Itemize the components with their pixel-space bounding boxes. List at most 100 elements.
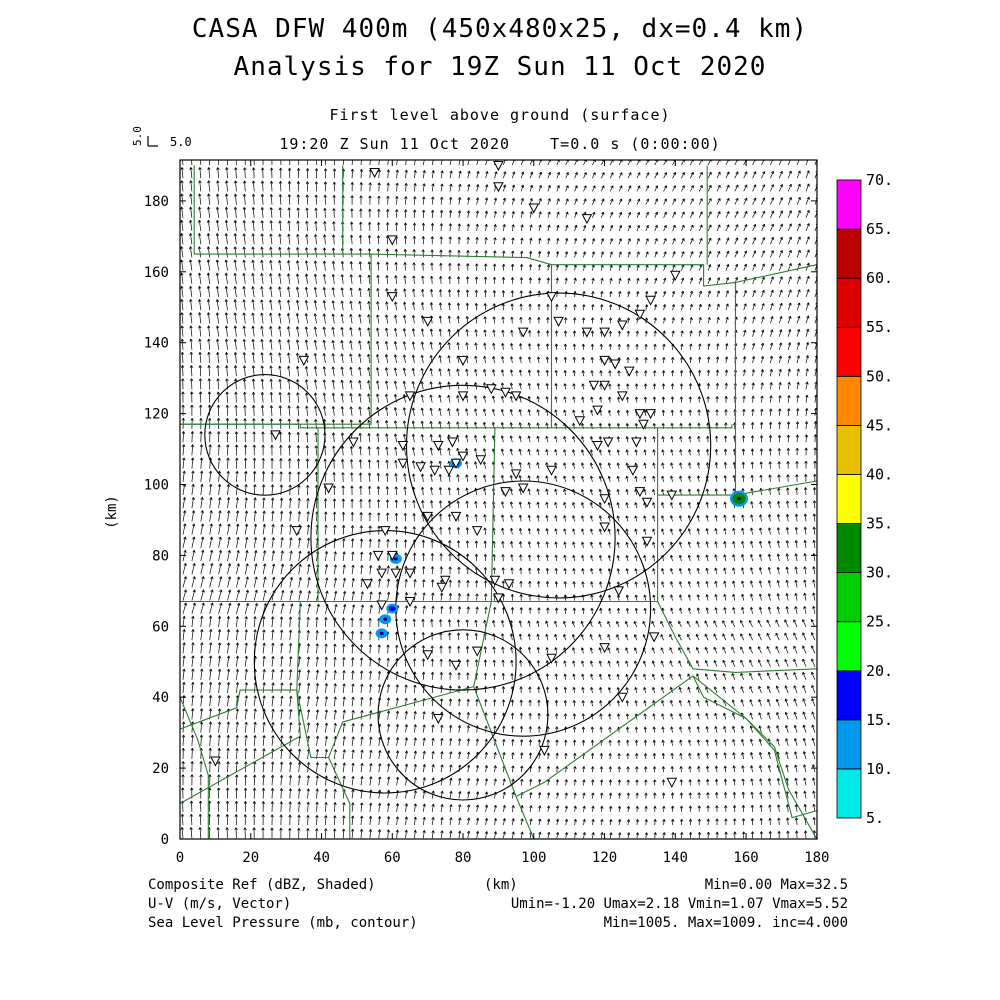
station-51 <box>627 465 639 476</box>
county-line-13 <box>296 601 492 759</box>
station-41 <box>638 419 649 430</box>
y-axis: 0 20 40 60 80 100 120 140 160 180 <box>144 194 817 848</box>
colorbar-label-10: 55. <box>866 318 893 336</box>
y-tick-label-40: 40 <box>152 690 169 706</box>
station-44 <box>457 451 469 462</box>
station-90 <box>666 777 678 788</box>
station-69 <box>390 568 402 579</box>
y-tick-label-140: 140 <box>144 336 169 352</box>
colorbar-swatch-1 <box>836 719 862 770</box>
county-line-11 <box>657 601 817 673</box>
station-24 <box>485 384 497 395</box>
station-20 <box>609 359 621 370</box>
county-line-16 <box>328 757 351 839</box>
station-89 <box>539 745 550 756</box>
colorbar-label-3: 20. <box>866 662 893 680</box>
station-56 <box>634 487 646 498</box>
county-line-17 <box>515 796 535 839</box>
station-25 <box>500 387 511 398</box>
station-22 <box>588 380 600 391</box>
x-tick-label-180: 180 <box>804 850 829 866</box>
station-59 <box>641 497 653 508</box>
colorbar-label-12: 65. <box>866 220 893 238</box>
echo-center-1 <box>737 497 742 501</box>
y-tick-label-100: 100 <box>144 478 169 494</box>
station-61 <box>450 511 462 522</box>
station-68 <box>372 550 384 561</box>
main-title: CASA DFW 400m (450x480x25, dx=0.4 km) <box>191 14 809 44</box>
station-74 <box>503 579 515 590</box>
station-67 <box>386 550 398 561</box>
colorbar-label-8: 45. <box>866 416 893 434</box>
station-39 <box>602 437 614 448</box>
echo-center-3 <box>393 557 398 561</box>
county-line-14 <box>180 690 301 804</box>
x-tick-label-140: 140 <box>663 850 688 866</box>
station-8 <box>546 292 557 303</box>
stats-vectors: Umin=-1.20 Umax=2.18 Vmin=1.07 Vmax=5.52 <box>510 896 848 912</box>
analysis-time-title: Analysis for 19Z Sun 11 Oct 2020 <box>233 52 767 82</box>
colorbar-label-6: 35. <box>866 515 893 533</box>
station-60 <box>422 511 434 522</box>
x-axis-label: (km) <box>484 877 518 893</box>
colorbar-label-0: 5. <box>866 809 884 827</box>
ref-vector-vertical-label: 5.0 <box>131 126 144 146</box>
echo-2 <box>386 603 399 614</box>
contour-ring-0 <box>204 374 326 496</box>
station-1 <box>493 161 504 172</box>
county-line-15 <box>473 675 817 819</box>
station-80 <box>404 597 416 608</box>
station-19 <box>599 355 610 366</box>
station-29 <box>574 416 586 427</box>
station-52 <box>510 469 522 480</box>
station-33 <box>634 409 646 420</box>
colorbar-swatch-4 <box>836 572 862 623</box>
colorbar-label-7: 40. <box>866 466 893 484</box>
valid-time: 19:20 Z Sun 11 Oct 2020 <box>279 135 511 153</box>
county-boundaries <box>180 165 817 839</box>
station-2 <box>493 182 504 193</box>
colorbar-label-4: 25. <box>866 613 893 631</box>
colorbar-swatch-5 <box>836 523 862 573</box>
echo-5 <box>379 614 392 625</box>
colorbar-label-11: 60. <box>866 269 893 287</box>
station-35 <box>348 437 359 448</box>
station-38 <box>447 437 458 448</box>
contour-ring-5 <box>377 629 549 801</box>
county-line-0 <box>193 165 817 287</box>
y-tick-label-60: 60 <box>152 619 169 635</box>
station-13 <box>581 327 593 338</box>
echo-center-5 <box>383 617 388 621</box>
county-line-6 <box>180 427 659 603</box>
station-0 <box>369 168 380 179</box>
station-79 <box>493 593 504 604</box>
station-11 <box>422 316 434 327</box>
station-91 <box>210 756 221 767</box>
station-78 <box>613 586 625 597</box>
county-line-18 <box>692 675 817 839</box>
station-66 <box>599 522 610 533</box>
x-tick-label-100: 100 <box>521 850 546 866</box>
station-18 <box>457 355 469 366</box>
station-27 <box>404 391 416 402</box>
station-37 <box>432 441 444 452</box>
reflectivity-echoes <box>375 458 749 639</box>
colorbar-swatch-6 <box>836 474 862 524</box>
y-tick-label-120: 120 <box>144 407 169 423</box>
county-line-19 <box>180 696 209 839</box>
y-tick-label-180: 180 <box>144 194 169 210</box>
colorbar-swatch-3 <box>836 621 862 672</box>
station-58 <box>599 494 610 505</box>
station-26 <box>510 391 522 402</box>
station-4 <box>386 235 398 246</box>
colorbar-swatch-0 <box>836 768 862 819</box>
station-markers <box>210 161 681 788</box>
colorbar-label-9: 50. <box>866 367 893 385</box>
station-70 <box>376 568 388 579</box>
station-17 <box>298 355 310 366</box>
reference-vector: 5.0 5.0 <box>131 126 192 149</box>
y-tick-label-20: 20 <box>152 761 169 777</box>
station-57 <box>666 490 678 501</box>
x-axis: 0 20 40 60 80 100 120 140 160 180 <box>176 160 829 866</box>
station-12 <box>553 316 564 327</box>
